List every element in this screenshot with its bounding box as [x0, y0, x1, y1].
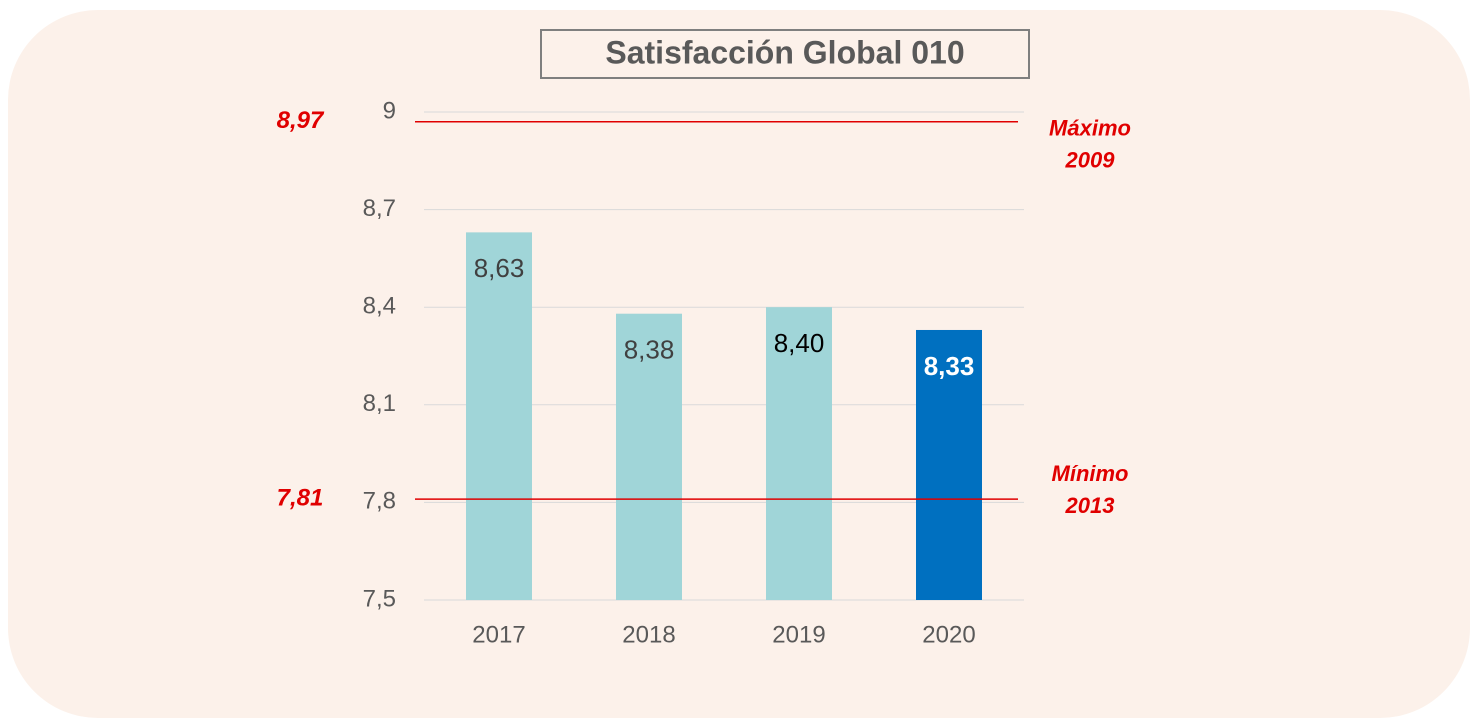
bar	[766, 307, 832, 600]
x-tick-label: 2017	[472, 621, 525, 648]
y-tick-label: 7,5	[363, 585, 396, 612]
reference-annotation: 2013	[1065, 493, 1115, 518]
y-tick-label: 7,8	[363, 488, 396, 515]
reference-annotation: Mínimo	[1052, 461, 1129, 486]
title-box	[540, 29, 1030, 79]
y-tick-label: 8,4	[363, 293, 396, 320]
reference-label: 8,97	[277, 107, 325, 134]
x-tick-label: 2020	[922, 621, 975, 648]
x-tick-label: 2019	[772, 621, 825, 648]
data-label: 8,63	[474, 253, 525, 283]
y-tick-label: 9	[383, 97, 396, 124]
data-label: 8,40	[774, 328, 825, 358]
chart-title: Satisfacción Global 010	[605, 34, 964, 70]
reference-label: 7,81	[277, 484, 324, 511]
data-label: 8,33	[924, 351, 975, 381]
y-tick-label: 8,1	[363, 390, 396, 417]
data-label: 8,38	[624, 335, 675, 365]
bar	[466, 232, 532, 600]
bar	[616, 313, 682, 600]
reference-annotation: 2009	[1065, 148, 1116, 173]
background	[8, 10, 1470, 718]
y-tick-label: 8,7	[363, 195, 396, 222]
bar	[916, 329, 982, 600]
x-tick-label: 2018	[622, 621, 675, 648]
reference-annotation: Máximo	[1049, 116, 1131, 141]
